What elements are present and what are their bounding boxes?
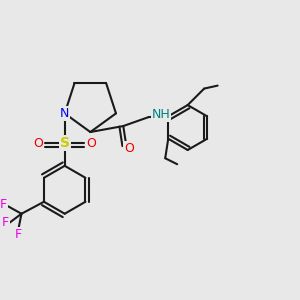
Text: S: S [60,136,70,150]
Text: O: O [33,137,43,150]
Text: O: O [124,142,134,155]
Text: NH: NH [152,108,170,121]
Text: F: F [2,216,9,229]
Text: O: O [87,137,97,150]
Text: F: F [15,228,22,241]
Text: F: F [0,198,7,211]
Text: N: N [60,107,69,120]
